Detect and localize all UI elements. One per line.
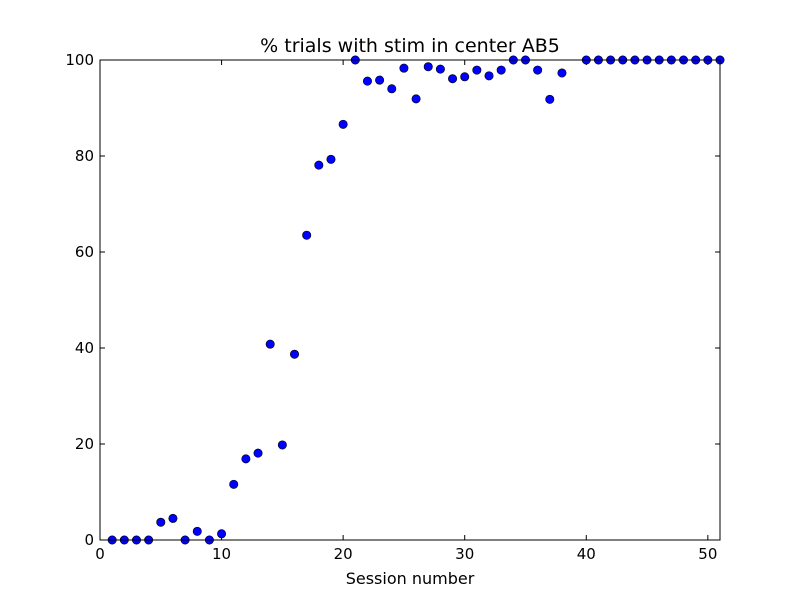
x-tick-label: 40 <box>577 545 596 563</box>
data-point <box>448 74 458 84</box>
data-point <box>557 68 567 78</box>
data-point <box>241 454 251 464</box>
x-tick-label: 50 <box>698 545 717 563</box>
data-point <box>168 513 178 523</box>
data-point <box>387 84 397 94</box>
data-point <box>460 72 470 82</box>
data-point <box>435 64 445 74</box>
y-tick-label: 100 <box>65 51 94 69</box>
data-point <box>253 448 263 458</box>
data-point <box>290 349 300 359</box>
data-point <box>472 65 482 75</box>
x-tick-label: 20 <box>334 545 353 563</box>
plot-area <box>100 60 720 540</box>
x-axis-label: Session number <box>346 569 475 588</box>
x-tick-label: 10 <box>212 545 231 563</box>
data-point <box>338 119 348 129</box>
y-tick-label: 60 <box>75 243 94 261</box>
data-point <box>399 63 409 73</box>
data-point <box>277 440 287 450</box>
y-tick-label: 80 <box>75 147 94 165</box>
data-point <box>192 526 202 536</box>
data-point <box>326 154 336 164</box>
data-point <box>302 230 312 240</box>
data-point <box>411 94 421 104</box>
data-point <box>217 529 227 539</box>
plot-frame <box>99 59 721 541</box>
data-point <box>484 71 494 81</box>
y-tick-label: 20 <box>75 435 94 453</box>
x-tick-label: 0 <box>95 545 105 563</box>
data-point <box>545 94 555 104</box>
data-point <box>229 479 239 489</box>
x-tick-label: 30 <box>455 545 474 563</box>
y-tick-label: 0 <box>84 531 94 549</box>
data-point <box>156 517 166 527</box>
data-point <box>314 160 324 170</box>
data-point <box>496 65 506 75</box>
chart-title: % trials with stim in center AB5 <box>260 35 560 57</box>
data-point <box>362 76 372 86</box>
data-point <box>265 339 275 349</box>
y-tick-label: 40 <box>75 339 94 357</box>
data-point <box>375 75 385 85</box>
data-point <box>533 65 543 75</box>
data-point <box>423 62 433 72</box>
